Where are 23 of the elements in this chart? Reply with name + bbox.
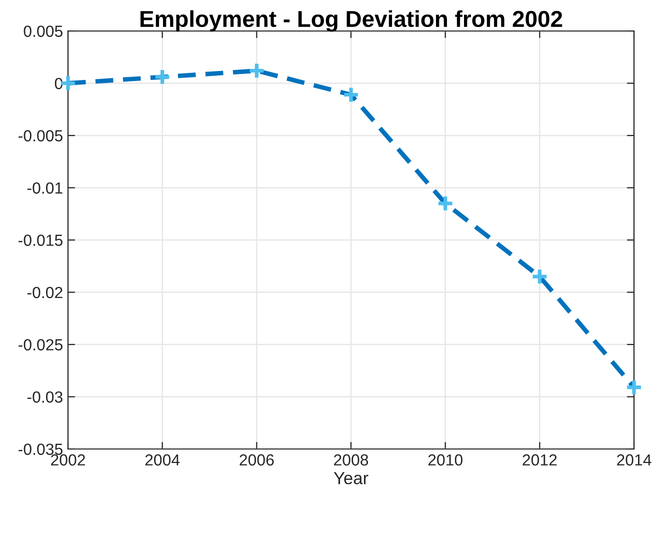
- point: [530, 268, 548, 286]
- y-tick-label: -0.025: [18, 339, 62, 350]
- point: [436, 194, 454, 212]
- point: [342, 86, 360, 104]
- point: [248, 62, 266, 80]
- x-tick-label: 2004: [145, 454, 180, 466]
- y-tick-label: -0.02: [27, 286, 62, 298]
- y-tick-label: -0.005: [18, 130, 62, 142]
- y-tick-label: -0.015: [18, 234, 62, 246]
- y-tick-label: 0.005: [24, 26, 62, 37]
- x-axis-title: Year: [334, 472, 368, 484]
- x-tick-label: 2006: [240, 454, 274, 466]
- y-tick-label: -0.01: [27, 182, 62, 194]
- x-tick-label: 2008: [334, 454, 368, 466]
- x-tick-label: 2014: [617, 454, 652, 466]
- y-tick-label: -0.03: [27, 391, 62, 403]
- x-tick-label: 2012: [522, 454, 557, 466]
- x-tick-label: 2002: [51, 454, 85, 466]
- x-tick-label: 2010: [428, 454, 462, 466]
- y-tick-label: -0.035: [18, 444, 62, 455]
- point: [154, 68, 172, 86]
- chart-title: Employment - Log Deviation from 2002: [140, 10, 562, 32]
- point: [625, 378, 643, 396]
